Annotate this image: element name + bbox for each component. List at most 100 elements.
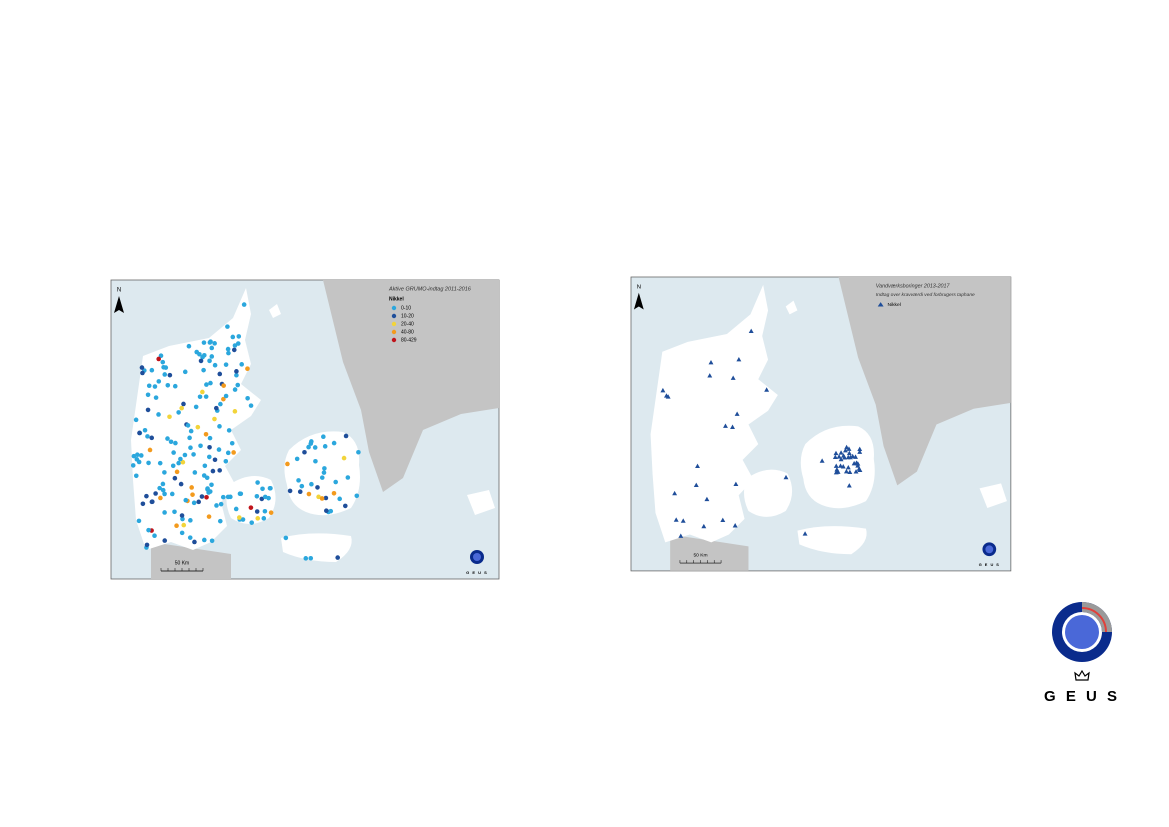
site-marker — [845, 464, 851, 470]
site-marker — [161, 365, 166, 370]
site-marker — [194, 349, 200, 355]
site-marker — [316, 494, 321, 500]
site-marker — [137, 430, 142, 436]
site-marker — [212, 362, 218, 368]
site-marker — [178, 481, 184, 487]
site-marker — [225, 346, 231, 352]
site-marker — [836, 454, 842, 459]
site-marker — [187, 535, 193, 540]
site-marker — [142, 427, 148, 433]
site-marker — [730, 375, 736, 380]
site-marker — [730, 424, 735, 429]
site-marker — [704, 496, 710, 502]
site-marker — [226, 350, 231, 356]
site-marker — [673, 517, 679, 522]
north-label: N — [117, 288, 121, 294]
site-marker — [179, 530, 185, 536]
site-marker — [324, 508, 329, 514]
site-marker — [245, 366, 250, 371]
site-marker — [160, 481, 166, 487]
site-marker — [315, 485, 320, 490]
site-marker — [695, 463, 700, 469]
legend-subtitle: Indtag over kravværdi ved forbrugers tap… — [876, 292, 975, 298]
site-marker — [734, 411, 740, 416]
site-marker — [844, 444, 850, 450]
site-marker — [306, 444, 311, 450]
site-marker — [313, 458, 318, 464]
site-marker — [135, 452, 140, 457]
site-marker — [287, 488, 293, 494]
map-panel: N 50 Km G E U S Vandværksboringer 2013-2017… — [630, 276, 1012, 572]
site-marker — [857, 467, 863, 473]
site-marker — [331, 490, 337, 496]
site-marker — [232, 409, 238, 414]
site-marker — [173, 440, 178, 446]
site-marker — [230, 334, 236, 340]
site-marker — [179, 405, 184, 411]
site-marker — [335, 555, 340, 560]
site-marker — [209, 482, 214, 488]
site-marker — [223, 362, 229, 367]
site-marker — [212, 341, 217, 346]
site-marker — [254, 493, 260, 499]
site-marker — [201, 340, 207, 345]
site-marker — [180, 459, 186, 465]
site-marker — [321, 470, 327, 475]
site-marker — [188, 445, 193, 451]
site-marker — [312, 445, 318, 450]
site-marker — [223, 393, 229, 399]
legend-symbol — [391, 321, 397, 327]
site-marker — [245, 395, 250, 401]
site-marker — [225, 450, 231, 456]
site-marker — [162, 491, 167, 497]
logo-crown — [1074, 669, 1090, 681]
legend-title: Vandværksboringer 2013-2017 — [876, 283, 951, 289]
land — [979, 483, 1007, 509]
site-marker — [218, 401, 223, 407]
site-marker — [846, 446, 852, 451]
site-marker — [144, 493, 149, 499]
site-marker — [202, 463, 208, 469]
site-marker — [209, 538, 215, 544]
site-marker — [285, 461, 290, 467]
site-marker — [146, 383, 152, 389]
site-marker — [206, 514, 212, 519]
site-marker — [783, 474, 789, 480]
site-marker — [268, 510, 274, 515]
site-marker — [162, 510, 167, 515]
site-marker — [198, 358, 204, 364]
site-marker — [319, 496, 325, 501]
site-marker — [748, 328, 754, 333]
site-marker — [343, 503, 348, 509]
site-marker — [217, 468, 222, 473]
site-marker — [254, 509, 260, 514]
site-marker — [678, 533, 684, 538]
legend-symbol — [391, 329, 397, 335]
site-marker — [337, 496, 342, 502]
site-marker — [156, 412, 161, 417]
site-marker — [846, 450, 852, 456]
site-marker — [223, 458, 229, 464]
legend-symbol — [391, 305, 397, 311]
site-marker — [203, 394, 209, 399]
site-marker — [302, 449, 307, 455]
site-marker — [853, 469, 859, 474]
site-marker — [846, 483, 852, 488]
site-marker — [260, 486, 265, 492]
site-marker — [218, 501, 224, 507]
land — [650, 284, 778, 543]
site-marker — [182, 452, 188, 458]
site-marker — [297, 489, 303, 494]
site-marker — [140, 370, 145, 376]
site-marker — [720, 517, 726, 523]
land — [797, 526, 867, 555]
site-marker — [234, 372, 239, 378]
site-marker — [208, 380, 213, 386]
site-marker — [843, 447, 848, 453]
site-marker — [309, 481, 314, 487]
site-marker — [231, 450, 236, 455]
site-marker — [249, 520, 255, 525]
site-marker — [156, 356, 161, 362]
site-marker — [200, 389, 205, 395]
